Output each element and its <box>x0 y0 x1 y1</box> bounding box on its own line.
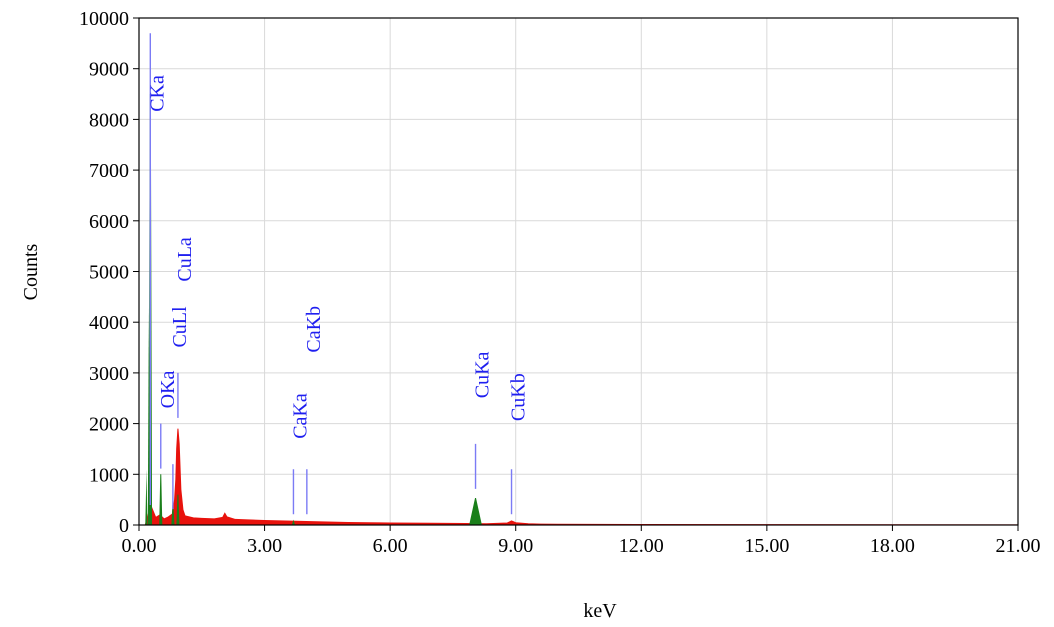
peak-label-cuka: CuKa <box>472 351 494 398</box>
x-tick-label: 21.00 <box>996 535 1041 557</box>
y-tick-label: 0 <box>119 515 129 537</box>
y-tick-label: 9000 <box>89 59 129 81</box>
peak-cuka <box>469 498 483 526</box>
x-tick-label: 15.00 <box>744 535 789 557</box>
peak-label-cukb: CuKb <box>508 373 530 421</box>
y-tick-label: 2000 <box>89 414 129 436</box>
peak-label-cula: CuLa <box>174 237 196 282</box>
y-axis-title: Counts <box>20 243 42 300</box>
x-tick-label: 18.00 <box>870 535 915 557</box>
y-tick-label: 6000 <box>89 211 129 233</box>
x-tick-labels: 0.00 3.00 6.00 9.00 12.00 15.00 18.00 21.00 <box>122 535 1041 557</box>
x-axis-title: keV <box>583 600 617 622</box>
axes <box>133 17 1019 531</box>
peak-label-cakb: CaKb <box>303 306 325 353</box>
x-tick-label: 12.00 <box>619 535 664 557</box>
x-tick-label: 0.00 <box>122 535 157 557</box>
x-tick-label: 6.00 <box>373 535 408 557</box>
peak-cka-minor <box>145 469 148 525</box>
peak-oka <box>159 474 163 526</box>
plot-frame <box>138 17 1019 526</box>
y-tick-label: 8000 <box>89 109 129 131</box>
peak-label-oka: OKa <box>157 371 179 409</box>
x-tick-label: 9.00 <box>498 535 533 557</box>
peak-cka-shoulder <box>147 306 150 525</box>
y-tick-labels: 0 1000 2000 3000 4000 5000 6000 7000 8000 9000 100… <box>79 8 129 537</box>
background-spectrum <box>144 428 1019 526</box>
grid <box>138 17 1019 526</box>
peak-label-cull: CuLl <box>169 306 191 348</box>
y-tick-label: 4000 <box>89 312 129 334</box>
peak-markers: CKa OKa CuLl CuLa CaKa CaKb CuKa CuKb <box>146 33 530 515</box>
spectrum <box>144 94 1019 526</box>
y-tick-label: 1000 <box>89 464 129 486</box>
y-tick-label: 3000 <box>89 363 129 385</box>
y-tick-label: 10000 <box>79 8 129 30</box>
y-tick-label: 5000 <box>89 262 129 284</box>
y-tick-label: 7000 <box>89 160 129 182</box>
peak-label-caka: CaKa <box>289 393 311 439</box>
peak-label-cka: CKa <box>146 75 168 112</box>
x-tick-label: 3.00 <box>247 535 282 557</box>
